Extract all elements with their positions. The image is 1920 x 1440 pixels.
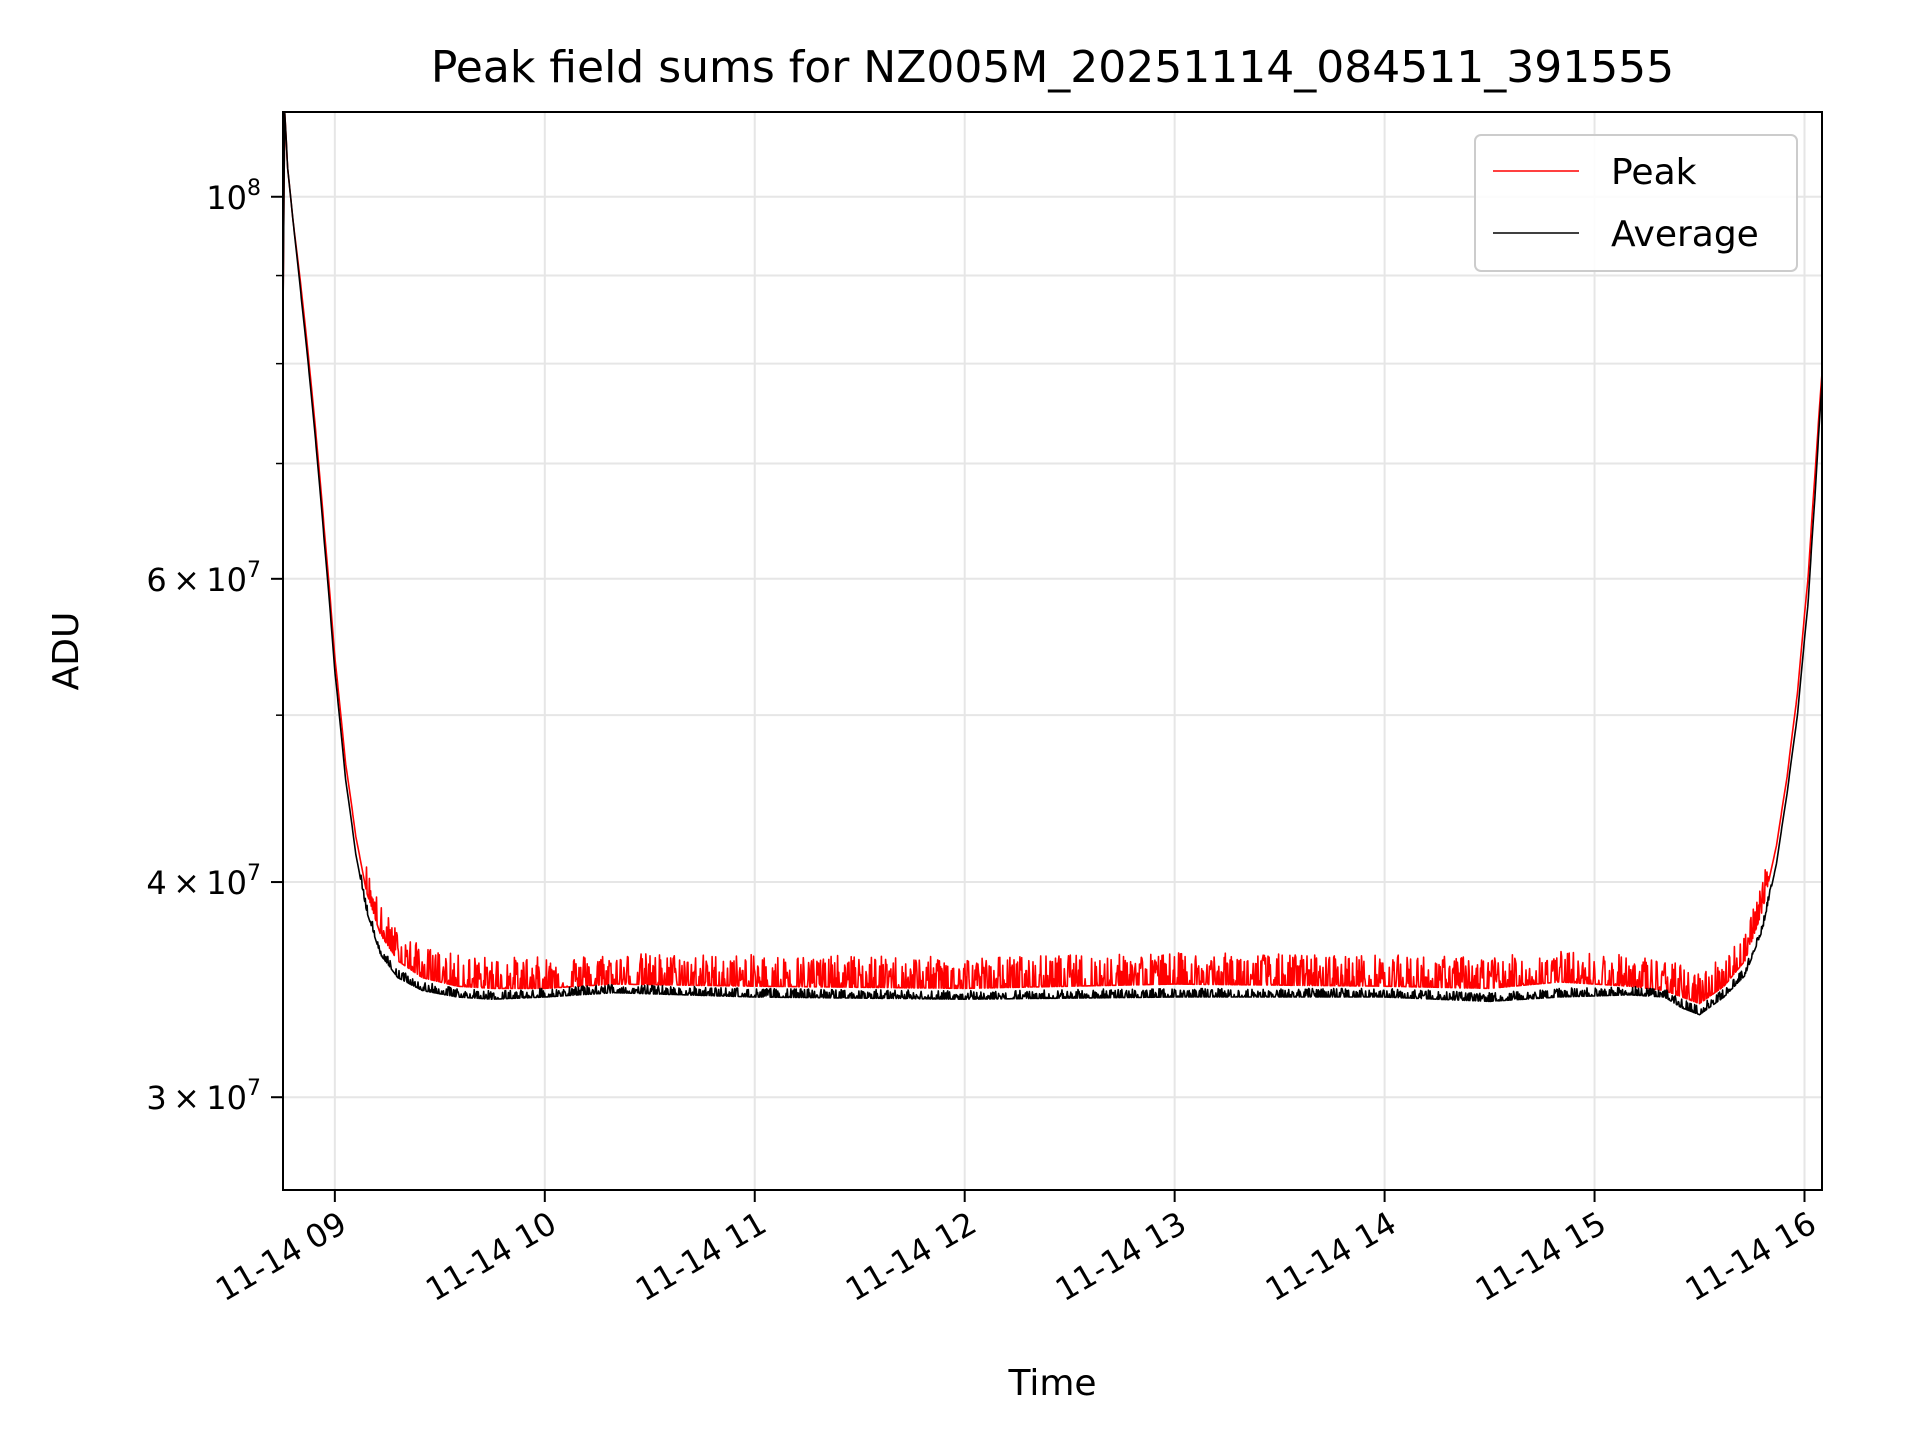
y-tick-label: 108 [206,176,261,217]
grid-lines [283,112,1822,1190]
legend-label-average: Average [1611,214,1759,255]
legend: Peak Average [1474,134,1798,272]
y-tick-label: 4 × 107 [146,861,261,902]
y-tick-label: 3 × 107 [146,1076,261,1117]
series-line-average [282,112,1823,1016]
series-line-peak [282,112,1823,1005]
y-tick-label: 6 × 107 [146,558,261,599]
legend-box [1474,134,1798,272]
chart-title: Peak field sums for NZ005M_20251114_0845… [431,42,1674,93]
plot-lines [282,112,1823,1016]
y-axis-label: ADU [46,612,87,691]
axes-frame [282,111,1823,1191]
legend-label-peak: Peak [1611,152,1697,193]
x-axis-label: Time [1007,1363,1096,1404]
